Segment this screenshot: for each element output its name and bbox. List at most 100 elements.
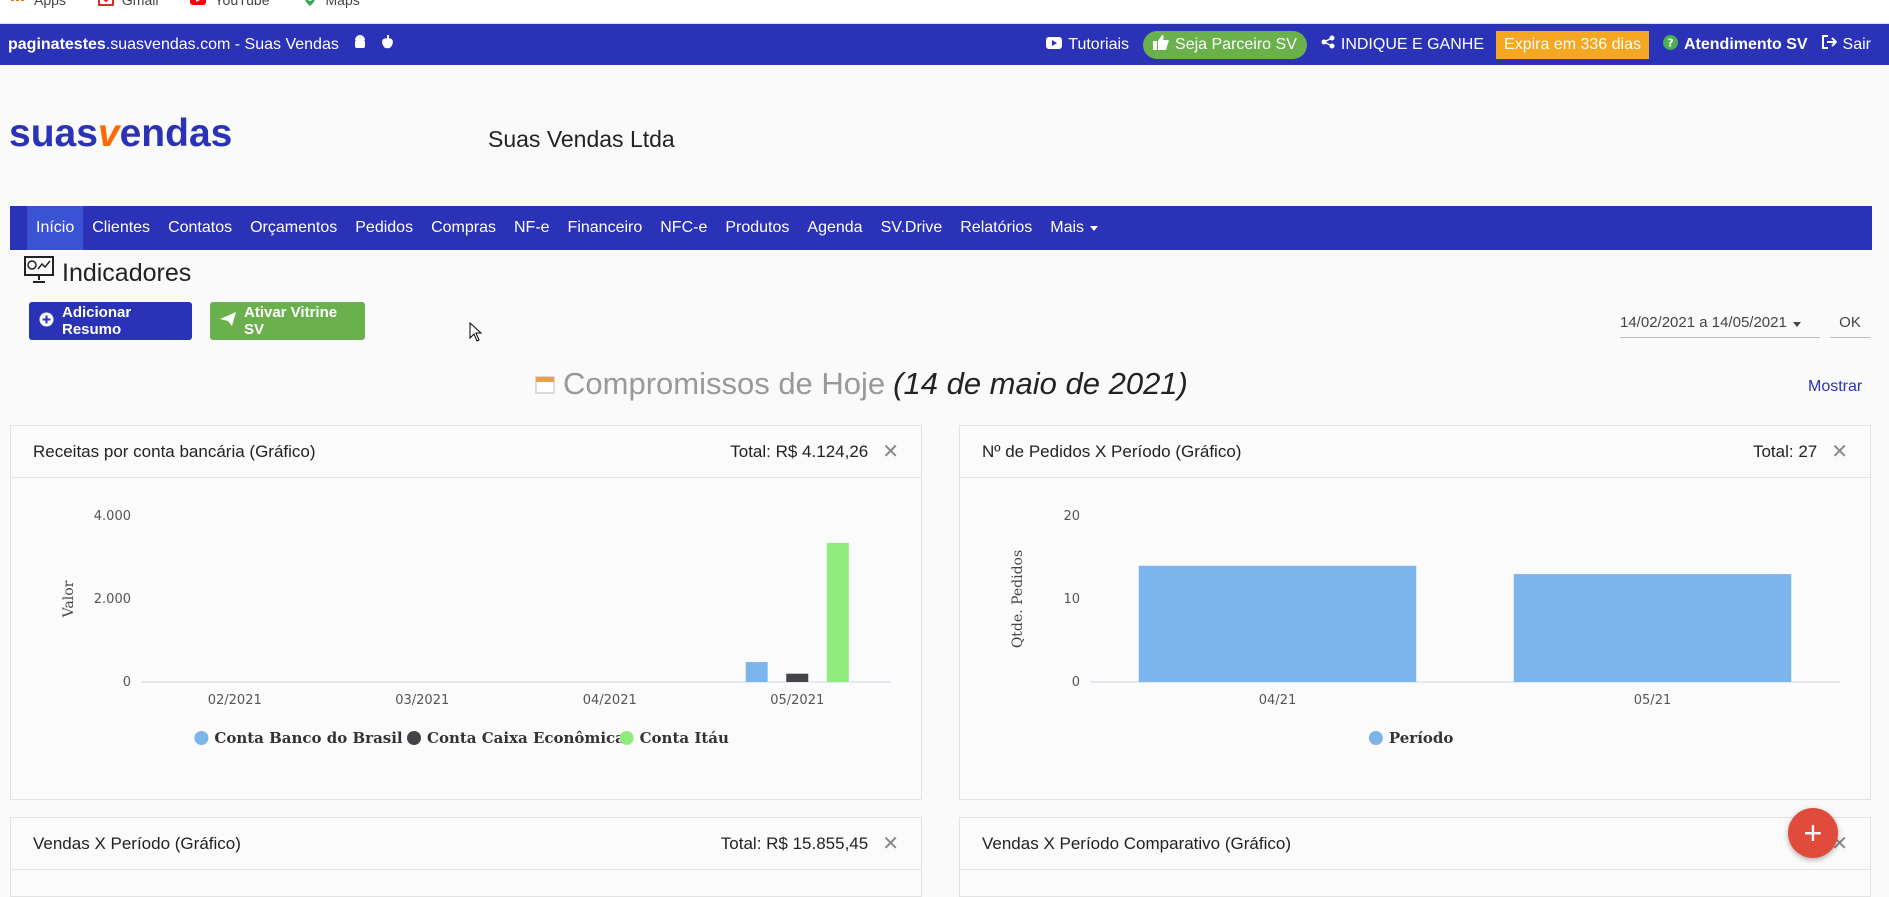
bar-conta-banco-do-brasil-05/2021[interactable] bbox=[745, 662, 768, 682]
plus-icon: + bbox=[1803, 814, 1823, 851]
bookmark-youtube[interactable]: YouTube bbox=[190, 0, 270, 8]
maps-icon bbox=[302, 0, 318, 7]
y-tick-label: 0 bbox=[1072, 675, 1080, 690]
logout-icon bbox=[1821, 35, 1837, 54]
card-header: Receitas por conta bancária (Gráfico) To… bbox=[11, 426, 921, 478]
bookmark-maps[interactable]: Maps bbox=[302, 0, 360, 8]
card-header: Vendas X Período Comparativo (Gráfico) ✕ bbox=[960, 818, 1870, 870]
bookmark-apps[interactable]: Apps bbox=[10, 0, 66, 8]
expira-label: Expira em 336 dias bbox=[1504, 35, 1641, 53]
legend-label[interactable]: Conta Itáu bbox=[640, 729, 729, 747]
ok-button[interactable]: OK bbox=[1830, 314, 1870, 338]
compromissos-date: (14 de maio de 2021) bbox=[893, 366, 1188, 401]
page-title: Indicadores bbox=[24, 256, 191, 291]
nav-item-7[interactable]: Financeiro bbox=[567, 219, 643, 236]
bookmark-label: Maps bbox=[325, 0, 360, 8]
nav-item-10[interactable]: Agenda bbox=[807, 219, 863, 236]
add-resumo-button[interactable]: Adicionar Resumo bbox=[29, 302, 192, 340]
top-bar: paginatestes.suasvendas.com - Suas Venda… bbox=[0, 24, 1889, 65]
parceiro-button[interactable]: Seja Parceiro SV bbox=[1143, 30, 1307, 59]
legend-marker bbox=[619, 731, 634, 745]
legend-label[interactable]: Conta Caixa Econômica bbox=[427, 729, 625, 747]
receitas-chart: 0 2.000 4.000 Valor 02/2021 03/2021 04/2021 05/… bbox=[61, 509, 891, 747]
legend-label[interactable]: Período bbox=[1389, 729, 1454, 747]
nav-item-13[interactable]: Mais bbox=[1041, 206, 1107, 250]
expira-badge[interactable]: Expira em 336 dias bbox=[1496, 30, 1649, 59]
thumbs-up-icon bbox=[1153, 34, 1169, 55]
close-icon[interactable]: ✕ bbox=[882, 833, 899, 855]
youtube-icon bbox=[1046, 36, 1063, 54]
card-total: Total: R$ 4.124,26 bbox=[730, 441, 869, 461]
sair-link[interactable]: Sair bbox=[1821, 35, 1871, 54]
legend-marker bbox=[407, 731, 421, 745]
gmail-icon bbox=[97, 0, 114, 7]
legend-marker bbox=[1368, 731, 1383, 745]
card-title: Receitas por conta bancária (Gráfico) bbox=[33, 441, 316, 461]
x-tick-label: 05/21 bbox=[1634, 693, 1671, 708]
tutoriais-label: Tutoriais bbox=[1068, 35, 1130, 53]
indique-link[interactable]: INDIQUE E GANHE bbox=[1321, 35, 1484, 54]
nav-item-4[interactable]: Pedidos bbox=[355, 219, 414, 236]
top-actions: Tutoriais Seja Parceiro SV INDIQUE E GAN… bbox=[1032, 30, 1871, 59]
bar-período-05/21[interactable] bbox=[1513, 574, 1792, 682]
plus-circle-icon bbox=[39, 312, 54, 331]
bookmarks-bar: Apps Gmail YouTube Maps bbox=[0, 0, 1889, 24]
parceiro-label: Seja Parceiro SV bbox=[1175, 35, 1297, 53]
y-tick-label: 0 bbox=[123, 675, 131, 690]
nav-item-6[interactable]: NF-e bbox=[513, 219, 550, 236]
help-icon: ? bbox=[1662, 34, 1678, 55]
bookmark-gmail[interactable]: Gmail bbox=[97, 0, 159, 8]
apple-icon[interactable] bbox=[381, 34, 394, 55]
dashboard-icon bbox=[24, 256, 54, 291]
nav-item-5[interactable]: Compras bbox=[431, 219, 496, 236]
add-fab-button[interactable]: + bbox=[1788, 808, 1838, 858]
y-tick-label: 10 bbox=[1063, 592, 1080, 607]
bookmark-label: Gmail bbox=[121, 0, 159, 8]
y-axis-label: Valor bbox=[61, 580, 77, 618]
bar-conta-itáu-05/2021[interactable] bbox=[826, 542, 849, 682]
atendimento-link[interactable]: ? Atendimento SV bbox=[1662, 34, 1808, 55]
date-range-picker[interactable]: 14/02/2021 a 14/05/2021 bbox=[1620, 314, 1820, 338]
nav-item-2[interactable]: Contatos bbox=[168, 219, 233, 236]
bar-conta-caixa-econômica-05/2021[interactable] bbox=[786, 673, 809, 682]
share-icon bbox=[1321, 35, 1335, 54]
nav-item-12[interactable]: Relatórios bbox=[960, 219, 1033, 236]
y-axis-label: Qtde. Pedidos bbox=[1010, 550, 1026, 648]
x-tick-label: 04/21 bbox=[1259, 693, 1296, 708]
nav-item-11[interactable]: SV.Drive bbox=[880, 219, 943, 236]
bar-período-04/21[interactable] bbox=[1138, 565, 1417, 682]
nav-item-8[interactable]: NFC-e bbox=[660, 219, 708, 236]
date-range-value: 14/02/2021 a 14/05/2021 bbox=[1620, 314, 1787, 331]
main-nav: Início Clientes Contatos Orçamentos Pedidos C… bbox=[10, 206, 1872, 250]
ativar-vitrine-label: Ativar Vitrine SV bbox=[244, 304, 338, 338]
nav-item-1[interactable]: Clientes bbox=[92, 219, 151, 236]
legend-label[interactable]: Conta Banco do Brasil bbox=[214, 729, 403, 747]
y-tick-label: 20 bbox=[1063, 509, 1080, 524]
card-header: Nº de Pedidos X Período (Gráfico) Total:… bbox=[960, 426, 1870, 478]
y-tick-label: 4.000 bbox=[94, 509, 131, 524]
ativar-vitrine-button[interactable]: Ativar Vitrine SV bbox=[210, 302, 365, 340]
android-icon[interactable] bbox=[353, 34, 367, 55]
nav-item-9[interactable]: Produtos bbox=[725, 219, 790, 236]
compromissos-label: Compromissos de Hoje bbox=[563, 366, 886, 401]
nav-item-3[interactable]: Orçamentos bbox=[250, 219, 338, 236]
vendas-comparativo-card: Vendas X Período Comparativo (Gráfico) ✕ bbox=[959, 817, 1871, 897]
chevron-down-icon bbox=[1792, 322, 1801, 327]
close-icon[interactable]: ✕ bbox=[882, 441, 899, 463]
card-total: Total: 27 bbox=[1752, 441, 1818, 461]
nav-item-0[interactable]: Início bbox=[27, 206, 84, 250]
compromissos-heading: Compromissos de Hoje (14 de maio de 2021… bbox=[535, 366, 1188, 402]
mostrar-link[interactable]: Mostrar bbox=[1808, 378, 1863, 395]
tutoriais-link[interactable]: Tutoriais bbox=[1046, 36, 1129, 54]
svg-text:?: ? bbox=[1667, 36, 1673, 49]
y-tick-label: 2.000 bbox=[94, 592, 131, 607]
suasvendas-logo[interactable]: suasvendas bbox=[9, 112, 233, 155]
add-resumo-label: Adicionar Resumo bbox=[62, 304, 132, 338]
site-name: paginatestes.suasvendas.com - Suas Venda… bbox=[8, 35, 339, 53]
indique-label: INDIQUE E GANHE bbox=[1340, 35, 1485, 53]
x-tick-label: 02/2021 bbox=[208, 693, 262, 708]
card-title: Vendas X Período (Gráfico) bbox=[33, 833, 241, 853]
close-icon[interactable]: ✕ bbox=[1831, 441, 1848, 463]
bookmark-label: YouTube bbox=[214, 0, 270, 8]
legend-marker bbox=[194, 731, 209, 745]
